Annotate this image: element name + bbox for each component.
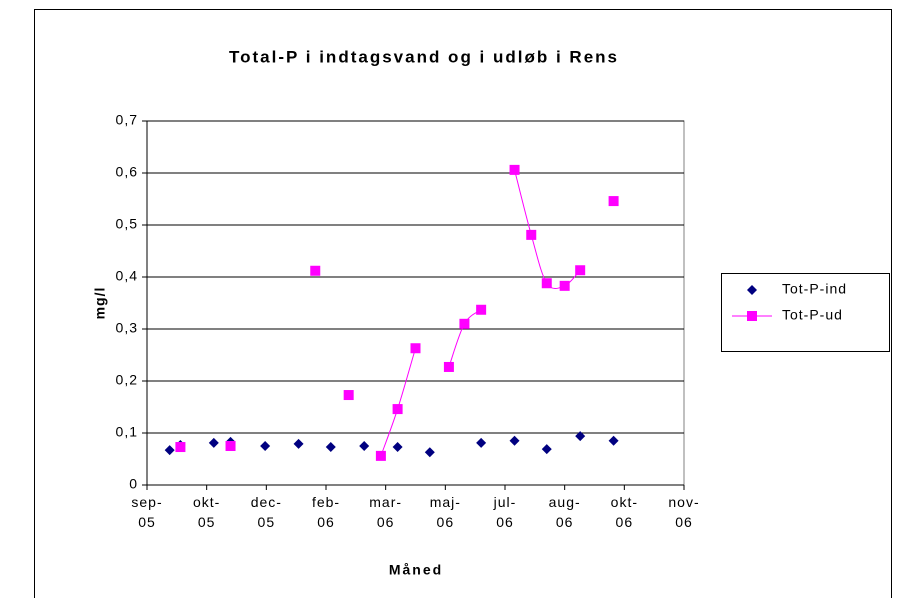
point [392,442,403,453]
point [459,318,470,329]
y-tick-label: 0,4 [116,268,138,284]
y-tick-label: 0,2 [116,372,138,388]
point [541,444,552,455]
point [575,431,586,442]
x-tick-label: nov-06 [668,494,699,530]
x-tick-label: aug-06 [549,494,581,530]
point [509,435,520,446]
x-axis-title: Måned [389,562,443,578]
point [325,442,336,453]
point [260,441,271,451]
point [541,278,552,289]
point [608,196,619,207]
x-tick-label: mar-06 [369,494,402,530]
point [310,265,321,276]
chart-title: Total-P i indtagsvand og i udløb i Rens [229,47,619,66]
y-tick-label: 0,6 [116,164,138,180]
point [509,164,520,175]
point [175,442,186,453]
x-tick-label: jul-06 [493,494,517,530]
legend-marker [747,311,757,321]
y-axis-title: mg/l [92,287,108,320]
point [476,437,487,448]
point [375,450,386,461]
point [424,447,435,458]
point [293,438,304,449]
legend-label: Tot-P-ind [782,281,847,297]
point [164,445,175,456]
point [225,441,236,451]
y-tick-label: 0 [129,476,138,492]
y-tick-label: 0,1 [116,424,138,440]
legend-marker [747,285,757,295]
point [208,437,219,448]
point [392,404,403,415]
point [476,304,487,315]
x-tick-label: okt-06 [611,494,638,530]
y-tick-label: 0,3 [116,320,138,336]
x-tick-label: dec-05 [251,494,282,530]
x-tick-label: okt-05 [193,494,220,530]
y-tick-label: 0,5 [116,216,138,232]
x-tick-label: feb-06 [312,494,340,530]
x-tick-label: maj-06 [430,494,461,530]
point [575,265,586,276]
legend-label: Tot-P-ud [782,307,843,323]
x-tick-label: sep-05 [131,494,162,530]
point [443,361,454,372]
point [359,441,370,451]
point [410,343,421,354]
point [559,280,570,291]
point [343,390,354,401]
y-tick-label: 0,7 [116,112,138,128]
point [526,229,537,240]
point [608,435,619,446]
